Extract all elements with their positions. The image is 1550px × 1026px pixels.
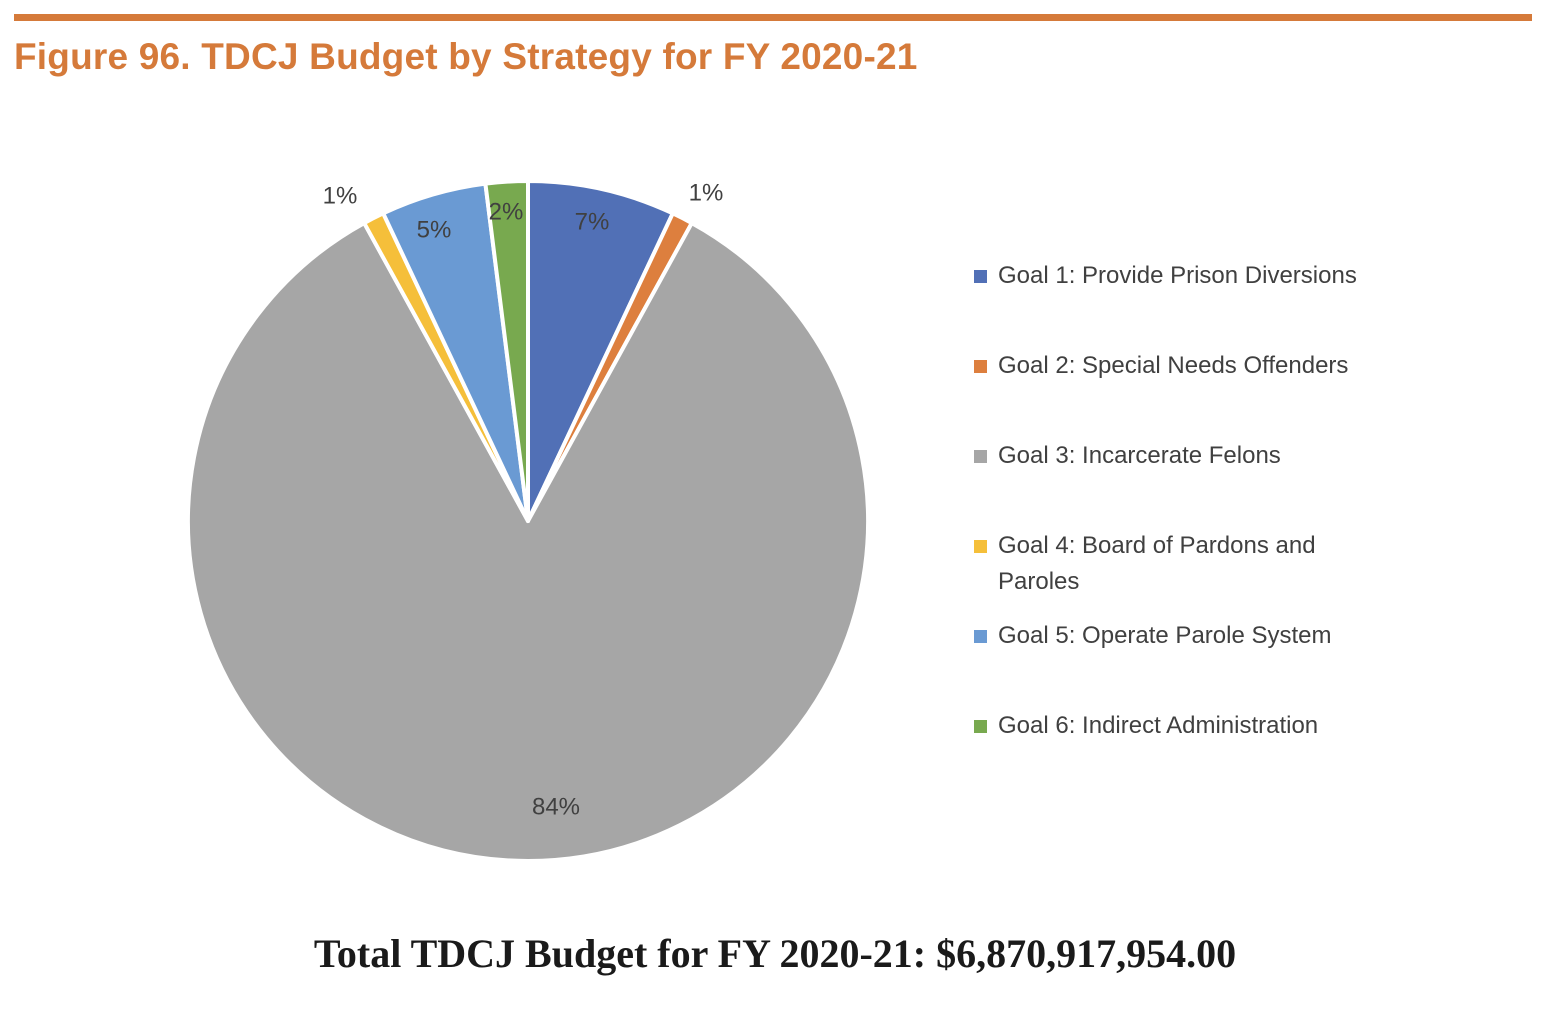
legend-item-goal-2: Goal 2: Special Needs Offenders	[974, 348, 1378, 384]
legend-label: Goal 1: Provide Prison Diversions	[998, 262, 1357, 289]
legend-label: Goal 4: Board of Pardons and Paroles	[998, 532, 1316, 595]
legend-item-goal-3: Goal 3: Incarcerate Felons	[974, 438, 1378, 474]
legend-swatch	[974, 630, 987, 643]
legend-label: Goal 2: Special Needs Offenders	[998, 352, 1349, 379]
legend-item-goal-6: Goal 6: Indirect Administration	[974, 708, 1378, 744]
data-label-goal-3: 84%	[532, 793, 580, 820]
legend-label: Goal 6: Indirect Administration	[998, 712, 1319, 739]
legend-item-goal-4: Goal 4: Board of Pardons and Paroles	[974, 528, 1378, 600]
legend-swatch	[974, 720, 987, 733]
figure-title: Figure 96. TDCJ Budget by Strategy for F…	[14, 36, 918, 77]
legend-item-goal-1: Goal 1: Provide Prison Diversions	[974, 258, 1378, 294]
top-rule	[14, 14, 1532, 21]
data-label-goal-1: 7%	[575, 208, 610, 235]
data-label-goal-5: 5%	[417, 216, 452, 243]
legend-swatch	[974, 270, 987, 283]
pie-slices	[186, 179, 870, 863]
data-label-goal-2: 1%	[689, 179, 724, 206]
data-label-goal-6: 2%	[489, 198, 524, 225]
legend-swatch	[974, 540, 987, 553]
legend-swatch	[974, 450, 987, 463]
legend-label: Goal 3: Incarcerate Felons	[998, 442, 1281, 469]
legend-swatch	[974, 360, 987, 373]
pie-slice-goal-6	[483, 179, 530, 523]
pie-slice-goal-3	[186, 221, 870, 863]
pie-slice-goal-1	[526, 179, 675, 523]
legend-item-goal-5: Goal 5: Operate Parole System	[974, 618, 1378, 654]
legend-label: Goal 5: Operate Parole System	[998, 622, 1332, 649]
data-label-goal-4: 1%	[323, 182, 358, 209]
pie-data-labels: 7% 1% 84% 1% 5% 2%	[323, 179, 724, 820]
total-budget-text: Total TDCJ Budget for FY 2020-21: $6,870…	[313, 931, 1237, 976]
